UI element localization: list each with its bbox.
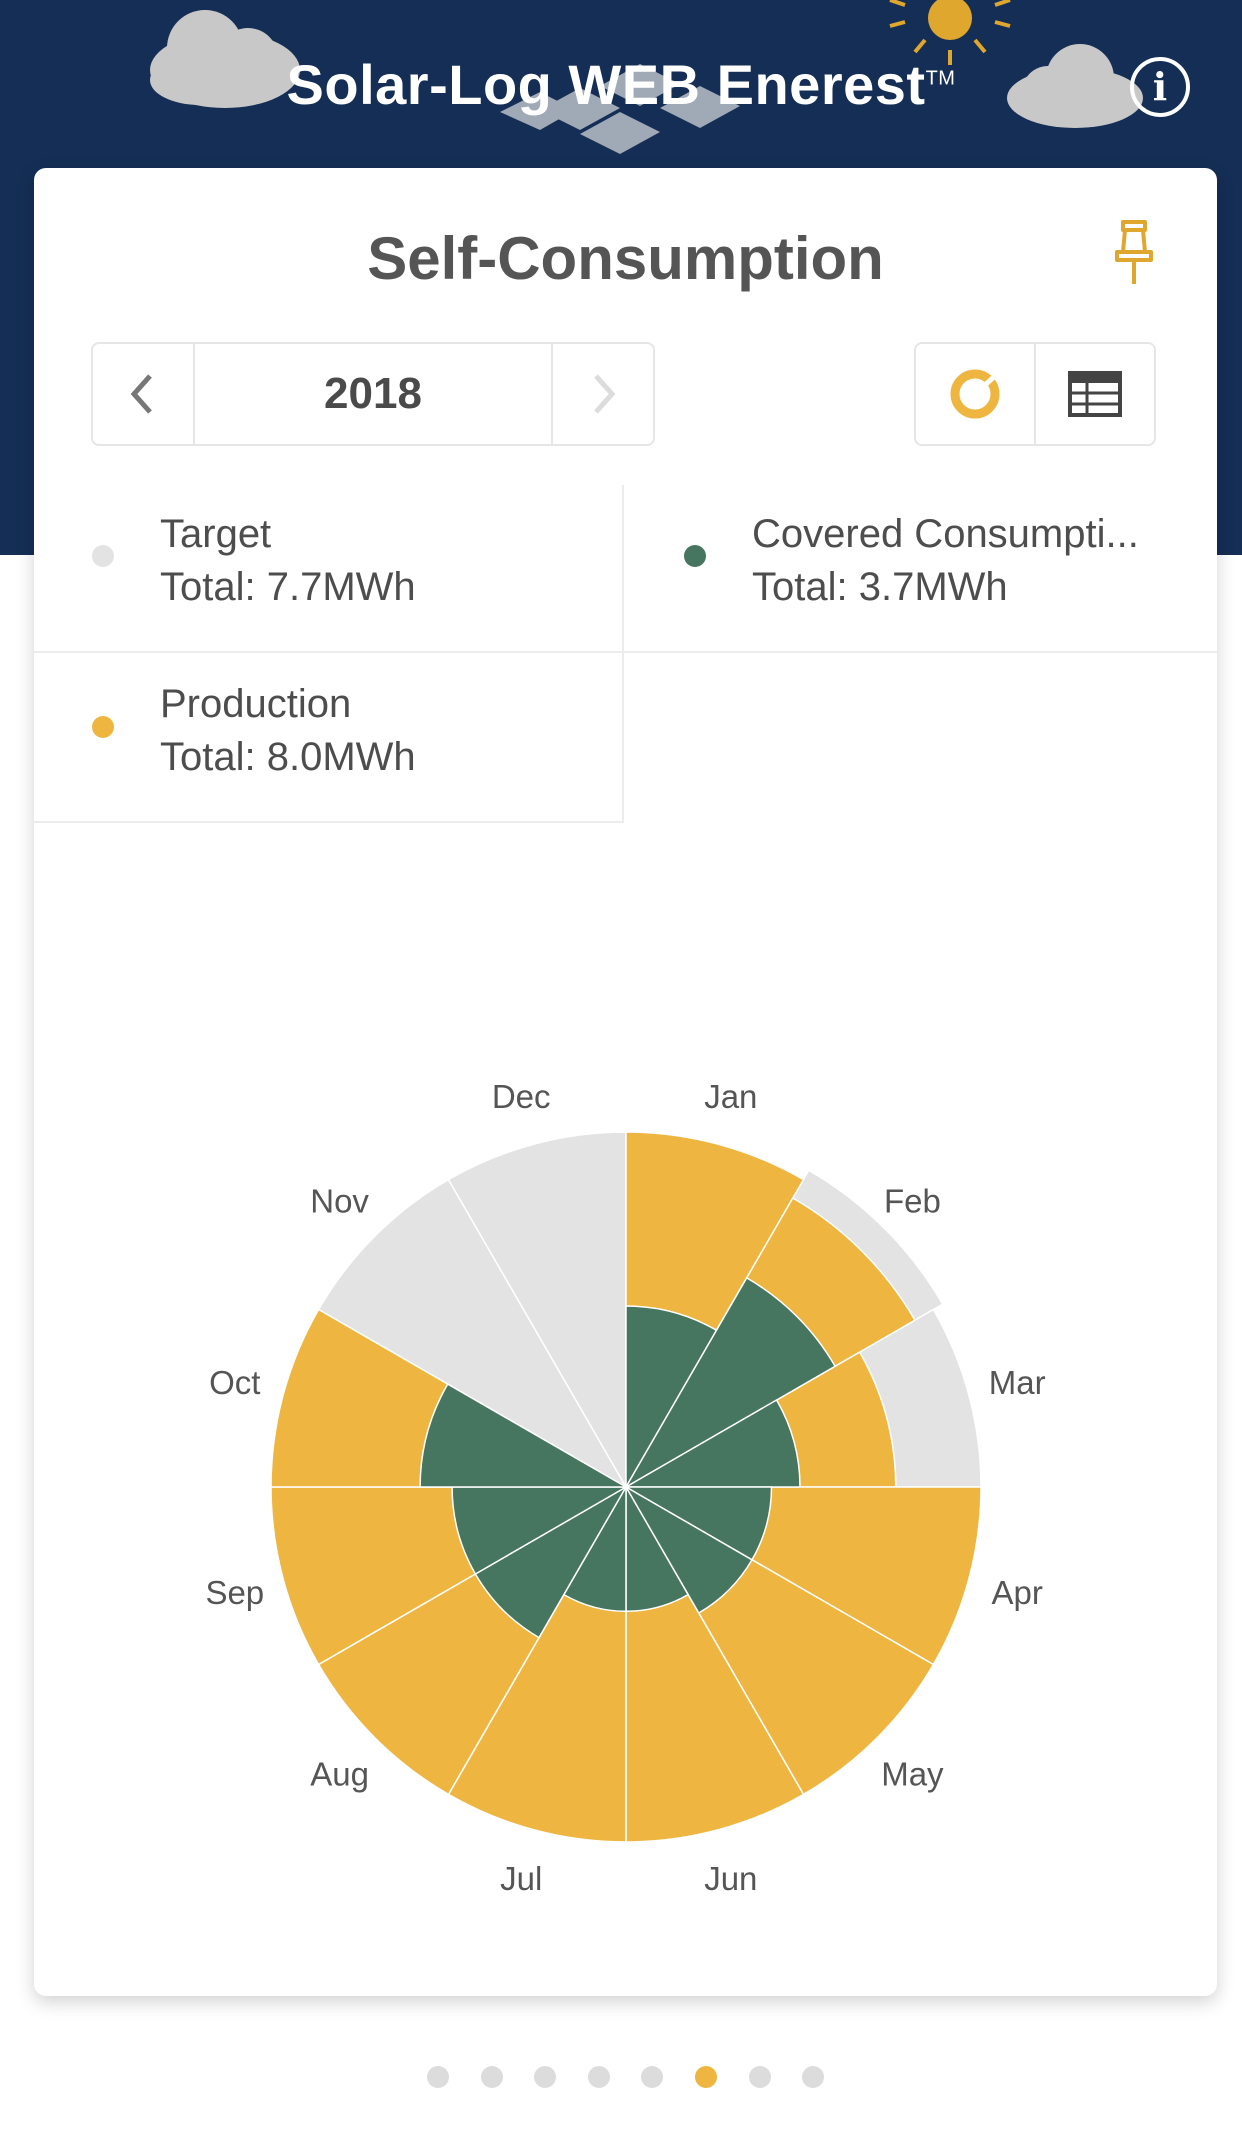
page-dot[interactable] bbox=[695, 2066, 717, 2088]
card-title: Self-Consumption bbox=[367, 225, 884, 292]
view-toggle bbox=[914, 342, 1156, 446]
table-view-button[interactable] bbox=[1036, 344, 1154, 444]
chart-wedge-covered-consumption-may[interactable] bbox=[623, 1484, 754, 1615]
header-illustration bbox=[150, 0, 1143, 154]
chart-view-button[interactable] bbox=[916, 344, 1036, 444]
legend-item-covered-consumption[interactable]: Covered Consumpti... Total: 3.7MWh bbox=[624, 485, 1217, 653]
legend-dot-covered-consumption bbox=[684, 545, 706, 567]
chart-category-label: Aug bbox=[310, 1755, 369, 1792]
chevron-left-icon bbox=[130, 374, 152, 414]
page-dot[interactable] bbox=[534, 2066, 557, 2088]
legend-dot-target bbox=[92, 545, 114, 567]
chart-category-label: Jun bbox=[704, 1860, 757, 1897]
page-dot[interactable] bbox=[587, 2066, 610, 2088]
chart-category-label: Apr bbox=[992, 1574, 1043, 1611]
legend-total: Total: 7.7MWh bbox=[160, 565, 416, 609]
legend-name: Production bbox=[160, 682, 352, 726]
chart-category-label: Oct bbox=[209, 1364, 260, 1401]
legend-name: Target bbox=[160, 512, 272, 556]
chart-category-label: Dec bbox=[492, 1078, 551, 1115]
chart-category-label: Sep bbox=[205, 1574, 264, 1611]
legend-item-production[interactable]: Production Total: 8.0MWh bbox=[34, 653, 624, 823]
page-dot[interactable] bbox=[427, 2066, 449, 2088]
chart-category-label: Jan bbox=[704, 1078, 757, 1115]
chart-category-label: Feb bbox=[884, 1183, 941, 1220]
cloud-left-icon bbox=[150, 10, 300, 108]
sun-icon bbox=[889, 0, 1011, 65]
next-year-button[interactable] bbox=[551, 344, 653, 444]
app-title: Solar-Log WEB EnerestTM bbox=[286, 53, 956, 116]
donut-chart-icon bbox=[950, 369, 1000, 419]
year-navigator: 2018 bbox=[91, 342, 655, 446]
year-label: 2018 bbox=[324, 369, 422, 418]
legend-total: Total: 3.7MWh bbox=[752, 565, 1008, 609]
info-icon[interactable]: i bbox=[1130, 57, 1190, 117]
page-indicator bbox=[0, 2066, 1242, 2090]
chart-category-label: Mar bbox=[989, 1364, 1046, 1401]
chart-category-label: Nov bbox=[310, 1183, 369, 1220]
cloud-right-icon bbox=[1007, 44, 1143, 128]
solar-panel-icon bbox=[500, 64, 740, 154]
chart-wedge-covered-consumption-oct[interactable] bbox=[419, 1383, 629, 1488]
chart-category-label: May bbox=[881, 1755, 944, 1792]
chart-wedge-covered-consumption-aug[interactable] bbox=[474, 1484, 629, 1639]
page-dot[interactable] bbox=[480, 2066, 503, 2088]
chart-wedge-covered-consumption-feb[interactable] bbox=[623, 1276, 837, 1490]
chart-wedge-covered-consumption-sep[interactable] bbox=[451, 1486, 629, 1576]
chart-wedge-covered-consumption-jan[interactable] bbox=[625, 1305, 718, 1490]
pin-icon[interactable] bbox=[1109, 218, 1159, 288]
page-dot[interactable] bbox=[802, 2066, 825, 2088]
chart-wedge-covered-consumption-mar[interactable] bbox=[623, 1398, 801, 1488]
legend-item-target[interactable]: Target Total: 7.7MWh bbox=[34, 485, 624, 653]
page-dot[interactable] bbox=[748, 2066, 771, 2088]
legend-name: Covered Consumpti... bbox=[752, 512, 1139, 556]
legend-total: Total: 8.0MWh bbox=[160, 735, 416, 779]
chart-category-label: Jul bbox=[500, 1860, 542, 1897]
previous-year-button[interactable] bbox=[93, 344, 195, 444]
chart-wedge-target-dec[interactable] bbox=[447, 1131, 627, 1490]
page-dot[interactable] bbox=[641, 2066, 664, 2088]
chart-wedge-target-nov[interactable] bbox=[317, 1178, 629, 1490]
legend-dot-production bbox=[92, 716, 114, 738]
table-icon bbox=[1068, 371, 1122, 417]
chevron-right-icon bbox=[594, 374, 616, 414]
